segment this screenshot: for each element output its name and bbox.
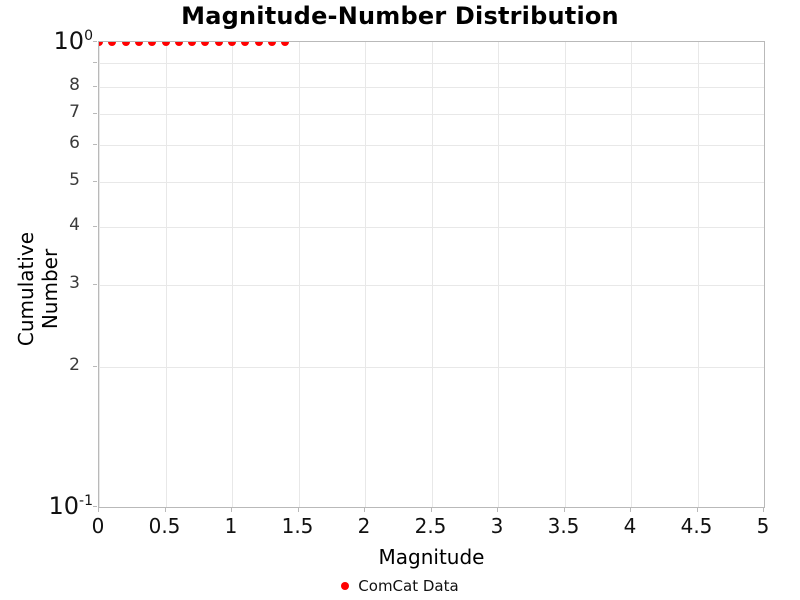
y-gridline [99,63,764,65]
y-tick-mark [93,366,97,368]
x-tick-label: 0.5 [148,514,181,538]
y-tick-label-10e-1: 10-1 [0,492,93,520]
y-gridline [99,285,764,287]
x-tick-mark [364,508,365,512]
x-tick-mark [497,508,498,512]
y-tick-mark [93,180,97,182]
x-gridline [631,42,632,507]
data-point [188,42,197,46]
x-tick-label: 2.5 [414,514,447,538]
y-tick-mark [93,226,97,228]
y-gridline [99,145,764,147]
x-tick-mark [563,508,565,512]
y-minor-tick-label: 3 [69,273,80,294]
y-minor-tick-label: 5 [69,169,80,190]
y-tick-mark [93,506,97,507]
x-tick-mark [98,508,99,512]
data-point [99,42,103,46]
y-gridline [99,367,764,369]
y-tick-mark [93,41,97,42]
y-minor-tick-label: 4 [69,215,80,236]
x-tick-mark [231,508,232,512]
y-tick-mark [93,62,97,64]
x-tick-mark [430,508,432,512]
data-point [241,42,250,46]
legend-marker-icon [341,582,350,590]
y-tick-mark [93,284,97,286]
x-tick-label: 5 [756,514,770,538]
x-gridline [232,42,233,507]
data-point [121,42,130,46]
x-gridline [564,42,566,507]
x-tick-label: 2 [357,514,371,538]
data-point [148,42,157,46]
y-tick-base: 10 [48,492,80,520]
x-tick-mark [297,508,299,512]
x-gridline [365,42,366,507]
x-gridline [498,42,499,507]
x-tick-label: 3.5 [547,514,580,538]
legend: ComCat Data [0,577,800,595]
x-tick-label: 4 [623,514,637,538]
x-tick-label: 1 [224,514,238,538]
y-gridline [99,181,764,183]
x-tick-mark [696,508,698,512]
data-point [134,42,143,46]
x-axis-title: Magnitude [378,545,485,569]
y-minor-tick-label: 2 [69,355,80,376]
data-point [161,42,170,46]
x-tick-label: 0 [91,514,105,538]
x-tick-label: 1.5 [281,514,314,538]
data-point [201,42,210,46]
data-point [281,42,290,46]
x-tick-label: 4.5 [680,514,713,538]
data-point [214,42,223,46]
x-tick-mark [164,508,166,512]
y-minor-tick-label: 6 [69,133,80,154]
x-gridline [764,42,765,507]
x-gridline [165,42,167,507]
x-tick-mark [763,508,764,512]
y-minor-tick-label: 8 [69,75,80,96]
x-gridline [431,42,433,507]
y-gridline [99,114,764,116]
data-point [254,42,263,46]
y-minor-tick-label: 7 [69,102,80,123]
y-tick-mark [93,144,97,146]
x-gridline [298,42,300,507]
y-tick-exponent: -1 [79,493,93,509]
data-point [108,42,117,46]
y-tick-mark [93,86,97,88]
y-gridline [99,227,764,229]
y-tick-label-10e0: 100 [0,27,93,55]
x-tick-mark [630,508,631,512]
y-tick-mark [93,113,97,115]
legend-item-comcat-data[interactable]: ComCat Data [358,577,459,595]
data-point [228,42,236,46]
data-point [174,42,183,46]
plot-area [98,41,765,508]
x-gridline [697,42,699,507]
y-tick-exponent: 0 [84,28,93,44]
x-tick-label: 3 [490,514,504,538]
chart-title: Magnitude-Number Distribution [181,2,619,30]
x-gridline [99,42,100,507]
y-gridline [99,87,764,89]
y-tick-base: 10 [53,27,85,55]
data-point [267,42,276,46]
